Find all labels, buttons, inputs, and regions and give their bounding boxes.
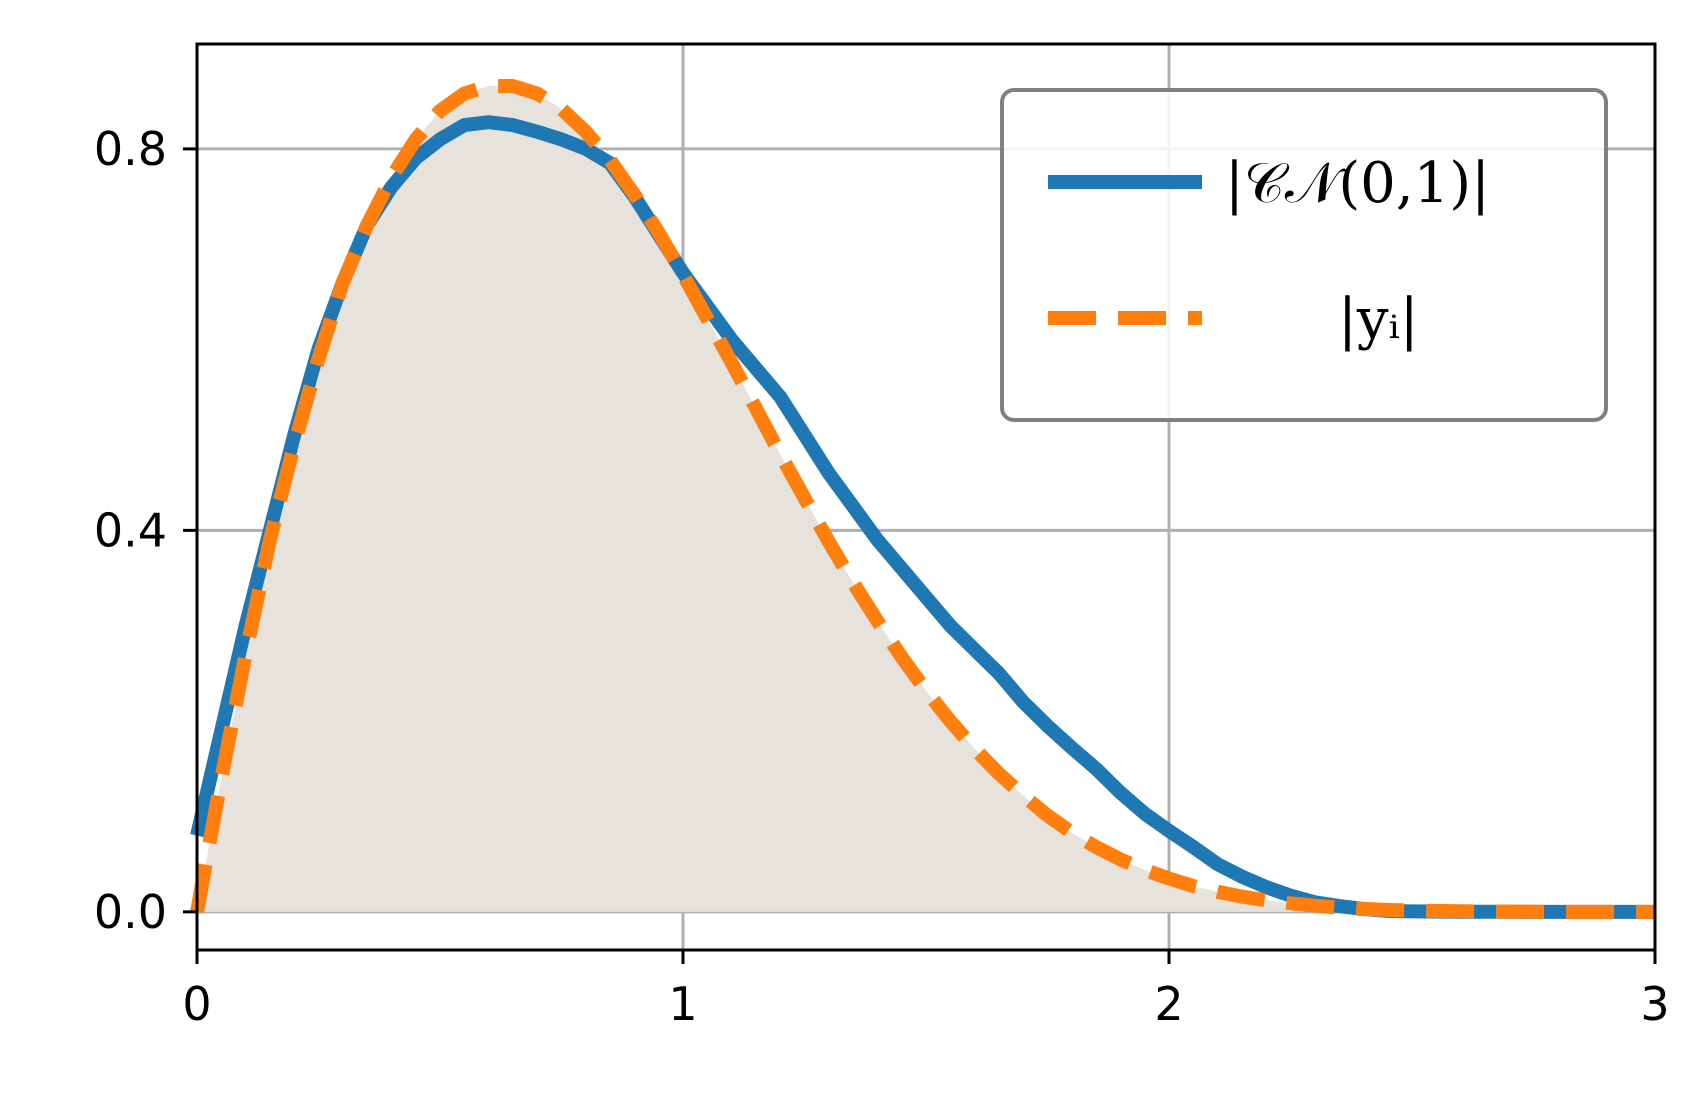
x-tick-label: 3 <box>1640 977 1669 1031</box>
area-fill <box>197 86 1655 912</box>
y-tick-label: 0.4 <box>94 503 167 557</box>
x-tick-label: 2 <box>1154 977 1183 1031</box>
y-tick-label: 0.8 <box>94 122 167 176</box>
legend-label-yi: |yᵢ| <box>1338 287 1419 352</box>
legend-label-cn01: |𝒞𝒩(0,1)| <box>1225 151 1490 216</box>
x-tick-label: 1 <box>668 977 697 1031</box>
x-tick-label: 0 <box>182 977 211 1031</box>
y-tick-label: 0.0 <box>94 885 167 939</box>
legend: |𝒞𝒩(0,1)| |yᵢ| <box>1000 88 1608 422</box>
plot-frame <box>195 42 1657 952</box>
legend-box <box>1000 88 1608 422</box>
ticks: 0 1 2 3 0.0 0.4 0.8 <box>94 122 1670 1031</box>
series-line-yi <box>190 79 1655 919</box>
